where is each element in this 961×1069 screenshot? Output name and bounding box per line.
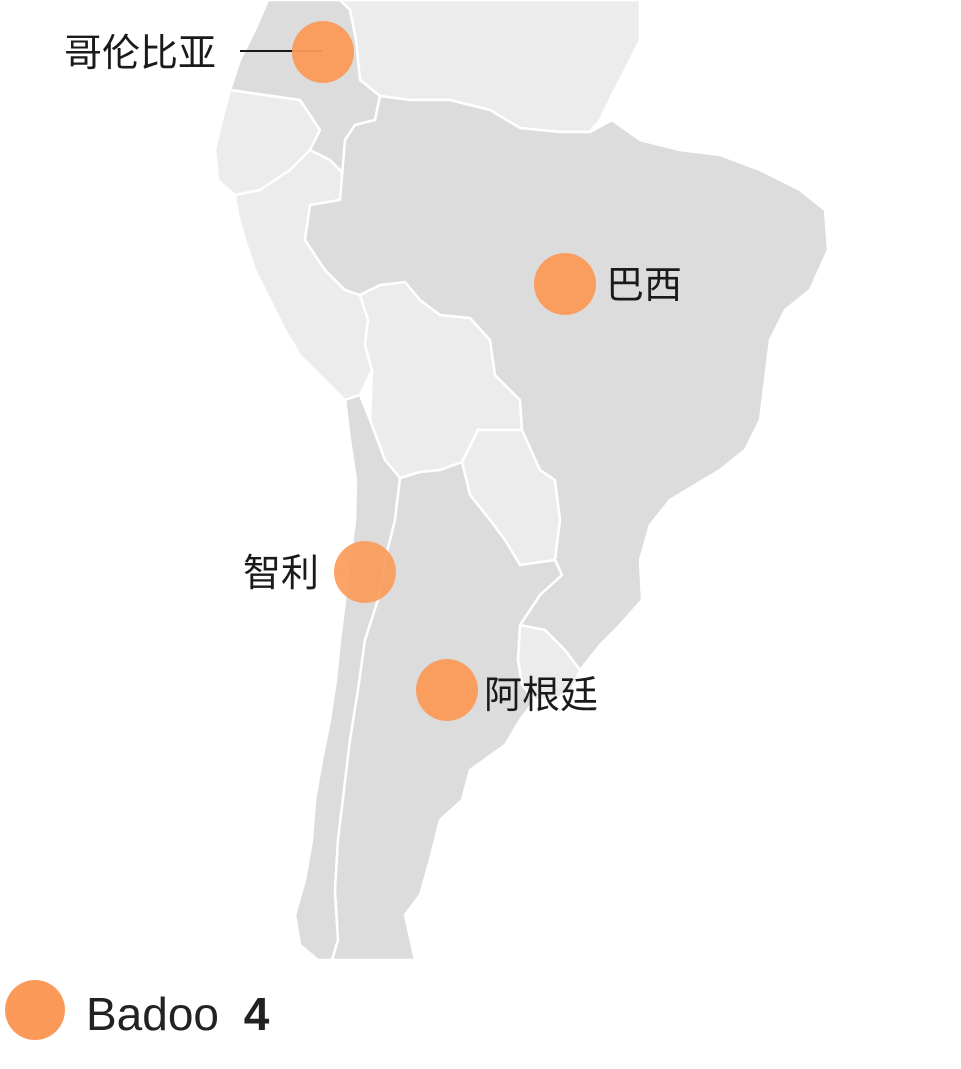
country-brazil	[303, 94, 830, 672]
map-markers: 哥伦比亚 巴西 智利 阿根廷	[64, 21, 682, 721]
marker-brazil[interactable]	[534, 253, 596, 315]
marker-colombia[interactable]	[292, 21, 354, 83]
legend-series-name: Badoo	[86, 988, 219, 1040]
label-chile: 智利	[243, 551, 319, 595]
marker-argentina[interactable]	[416, 659, 478, 721]
label-brazil: 巴西	[606, 263, 682, 307]
label-argentina: 阿根廷	[484, 673, 598, 717]
marker-chile[interactable]	[334, 541, 396, 603]
legend-label: Badoo 4	[86, 988, 270, 1040]
legend-count: 4	[244, 988, 270, 1040]
legend-swatch	[5, 980, 65, 1040]
legend: Badoo 4	[5, 980, 270, 1040]
label-colombia: 哥伦比亚	[64, 31, 216, 75]
